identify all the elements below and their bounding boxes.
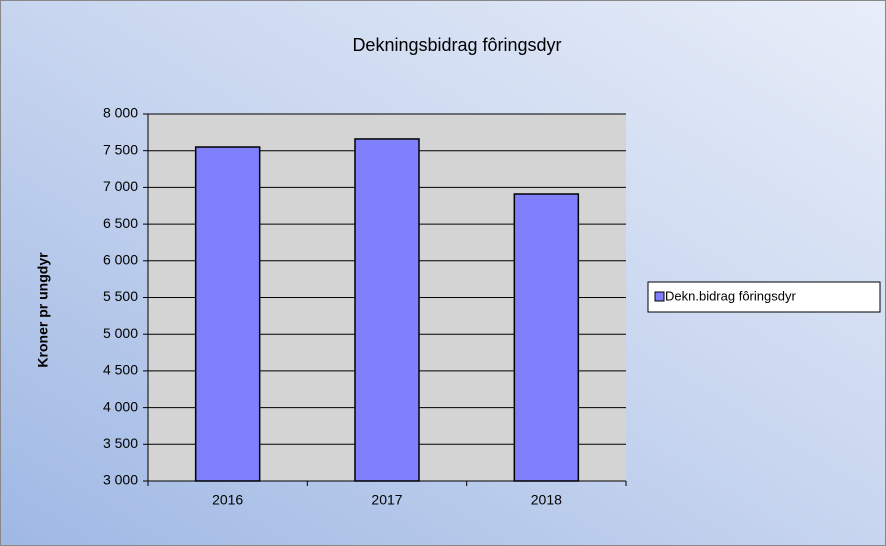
x-tick-label: 2016 <box>212 492 243 508</box>
x-tick-label: 2018 <box>531 492 562 508</box>
legend-label: Dekn.bidrag fôringsdyr <box>665 288 796 303</box>
x-tick-label: 2017 <box>371 492 402 508</box>
y-tick-label: 3 000 <box>103 472 138 488</box>
y-tick-label: 8 000 <box>103 105 138 121</box>
bar <box>194 146 261 482</box>
y-tick-label: 5 500 <box>103 288 138 304</box>
y-tick-label: 5 000 <box>103 325 138 341</box>
legend <box>647 281 881 313</box>
y-tick-label: 6 000 <box>103 252 138 268</box>
y-tick-label: 7 000 <box>103 178 138 194</box>
chart-title: Dekningsbidrag fôringsdyr <box>352 35 561 55</box>
y-axis-label: Kroner pr ungdyr <box>35 252 51 368</box>
y-tick-label: 7 500 <box>103 141 138 157</box>
bar <box>513 193 580 482</box>
y-tick-label: 4 000 <box>103 398 138 414</box>
y-tick-label: 4 500 <box>103 362 138 378</box>
y-tick-label: 6 500 <box>103 215 138 231</box>
y-tick-label: 3 500 <box>103 435 138 451</box>
legend-swatch <box>654 291 665 302</box>
bar <box>354 138 420 482</box>
